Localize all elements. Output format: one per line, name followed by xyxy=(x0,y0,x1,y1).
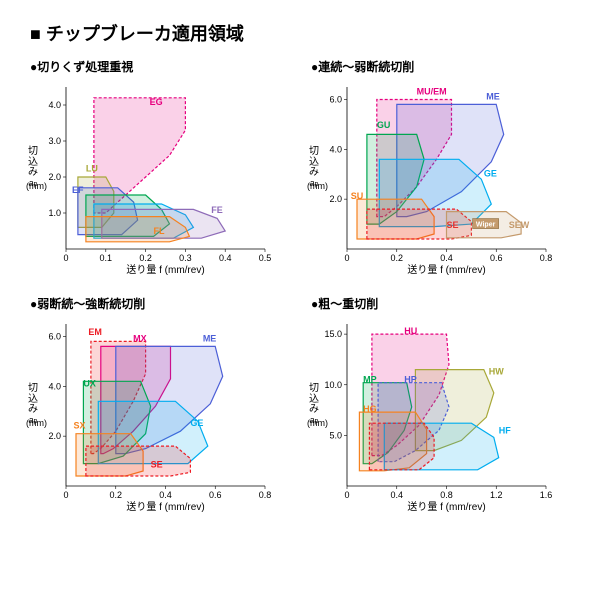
svg-text:送り量 f (mm/rev): 送り量 f (mm/rev) xyxy=(126,500,204,513)
svg-text:UX: UX xyxy=(83,378,96,388)
svg-text:MP: MP xyxy=(363,375,377,385)
svg-text:送り量 f (mm/rev): 送り量 f (mm/rev) xyxy=(407,500,485,513)
svg-text:2.0: 2.0 xyxy=(48,172,61,182)
svg-text:MU/EM: MU/EM xyxy=(417,86,447,96)
svg-text:EM: EM xyxy=(88,327,102,337)
svg-text:送り量 f (mm/rev): 送り量 f (mm/rev) xyxy=(126,263,204,276)
y-axis-unit: (mm) xyxy=(26,181,47,191)
svg-text:0.4: 0.4 xyxy=(219,253,232,263)
svg-text:0.1: 0.1 xyxy=(100,253,113,263)
svg-text:0: 0 xyxy=(344,253,349,263)
svg-text:4.0: 4.0 xyxy=(48,100,61,110)
svg-text:0: 0 xyxy=(63,253,68,263)
svg-text:0.2: 0.2 xyxy=(109,490,122,500)
svg-text:4.0: 4.0 xyxy=(48,381,61,391)
svg-text:15.0: 15.0 xyxy=(324,329,342,339)
svg-text:SX: SX xyxy=(73,421,85,431)
svg-text:0.8: 0.8 xyxy=(440,490,453,500)
svg-text:SU: SU xyxy=(351,191,364,201)
svg-text:6.0: 6.0 xyxy=(48,331,61,341)
svg-text:GE: GE xyxy=(484,169,497,179)
svg-text:0.2: 0.2 xyxy=(390,253,403,263)
svg-text:HU: HU xyxy=(404,326,417,336)
chart: 切込みap (mm) 00.20.40.60.82.04.06.0送り量 f (… xyxy=(311,77,570,277)
svg-text:5.0: 5.0 xyxy=(329,430,342,440)
svg-text:FL: FL xyxy=(154,226,165,236)
svg-text:ME: ME xyxy=(486,91,500,101)
svg-text:MX: MX xyxy=(133,333,147,343)
svg-text:送り量 f (mm/rev): 送り量 f (mm/rev) xyxy=(407,263,485,276)
chart: 切込みap (mm) 00.40.81.21.65.010.015.0送り量 f… xyxy=(311,314,570,514)
svg-text:SEW: SEW xyxy=(509,220,530,230)
panel-0: ●切りくず処理重視 切込みap (mm) 00.10.20.30.40.51.0… xyxy=(30,58,289,277)
svg-text:0: 0 xyxy=(63,490,68,500)
svg-text:0.3: 0.3 xyxy=(179,253,192,263)
svg-text:2.0: 2.0 xyxy=(329,194,342,204)
y-axis-unit: (mm) xyxy=(307,181,328,191)
svg-text:0.4: 0.4 xyxy=(390,490,403,500)
svg-text:1.2: 1.2 xyxy=(490,490,503,500)
svg-text:GU: GU xyxy=(377,120,391,130)
y-axis-unit: (mm) xyxy=(26,418,47,428)
svg-text:0.2: 0.2 xyxy=(139,253,152,263)
chart: 切込みap (mm) 00.20.40.60.82.04.06.0送り量 f (… xyxy=(30,314,289,514)
chart: 切込みap (mm) 00.10.20.30.40.51.02.03.04.0送… xyxy=(30,77,289,277)
svg-text:0.6: 0.6 xyxy=(490,253,503,263)
svg-text:0.6: 0.6 xyxy=(209,490,222,500)
svg-text:1.0: 1.0 xyxy=(48,208,61,218)
panel-title: ●連続～弱断続切削 xyxy=(311,58,570,75)
main-title: ■ チップブレーカ適用領域 xyxy=(30,20,570,46)
svg-text:0.8: 0.8 xyxy=(540,253,553,263)
panel-title: ●切りくず処理重視 xyxy=(30,58,289,75)
svg-text:Wiper: Wiper xyxy=(476,222,496,229)
svg-text:ME: ME xyxy=(203,333,217,343)
svg-text:HW: HW xyxy=(489,367,504,377)
svg-text:4.0: 4.0 xyxy=(329,144,342,154)
svg-text:3.0: 3.0 xyxy=(48,136,61,146)
svg-text:10.0: 10.0 xyxy=(324,380,342,390)
panel-2: ●弱断続～強断続切削 切込みap (mm) 00.20.40.60.82.04.… xyxy=(30,295,289,514)
svg-text:0.4: 0.4 xyxy=(440,253,453,263)
svg-text:EG: EG xyxy=(150,97,163,107)
svg-text:SE: SE xyxy=(151,459,163,469)
panel-1: ●連続～弱断続切削 切込みap (mm) 00.20.40.60.82.04.0… xyxy=(311,58,570,277)
svg-text:HP: HP xyxy=(404,375,417,385)
svg-text:0: 0 xyxy=(344,490,349,500)
svg-text:2.0: 2.0 xyxy=(48,431,61,441)
svg-text:0.4: 0.4 xyxy=(159,490,172,500)
svg-text:HF: HF xyxy=(499,425,511,435)
panel-title: ●粗～重切削 xyxy=(311,295,570,312)
chart-grid: ●切りくず処理重視 切込みap (mm) 00.10.20.30.40.51.0… xyxy=(30,58,570,514)
svg-text:0.8: 0.8 xyxy=(259,490,272,500)
svg-text:0.5: 0.5 xyxy=(259,253,272,263)
panel-title: ●弱断続～強断続切削 xyxy=(30,295,289,312)
svg-text:GE: GE xyxy=(190,418,203,428)
y-axis-unit: (mm) xyxy=(307,418,328,428)
svg-text:6.0: 6.0 xyxy=(329,94,342,104)
svg-text:HG: HG xyxy=(363,404,377,414)
svg-text:FE: FE xyxy=(211,205,223,215)
svg-text:LU: LU xyxy=(86,164,98,174)
svg-text:1.6: 1.6 xyxy=(540,490,553,500)
panel-3: ●粗～重切削 切込みap (mm) 00.40.81.21.65.010.015… xyxy=(311,295,570,514)
svg-text:EF: EF xyxy=(72,185,84,195)
